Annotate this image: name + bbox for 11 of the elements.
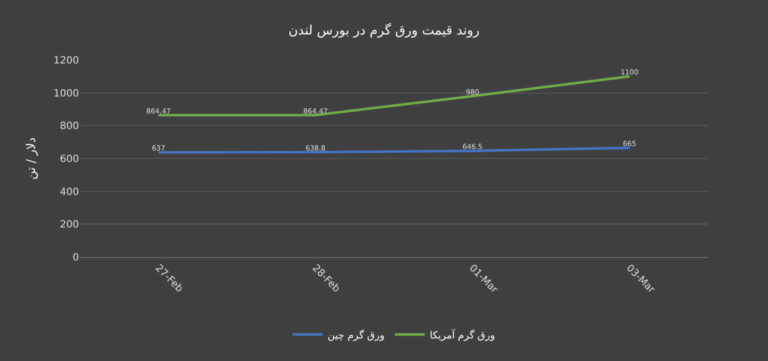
y-tick-label: 1200 bbox=[54, 56, 79, 66]
y-tick-label: 0 bbox=[72, 252, 79, 264]
y-tick-label: 1000 bbox=[54, 88, 79, 100]
y-tick-label: 800 bbox=[60, 121, 79, 132]
legend-label: ورق گرم آمریکا bbox=[430, 328, 496, 342]
y-tick-label: 200 bbox=[60, 220, 79, 231]
chart-title: روند قیمت ورق گرم در بورس لندن bbox=[288, 22, 480, 38]
y-tick-label: 600 bbox=[60, 154, 79, 165]
y-axis-title: دلار / تن bbox=[24, 137, 38, 180]
y-tick-label: 400 bbox=[60, 186, 79, 198]
legend-label: ورق گرم چین bbox=[328, 329, 385, 342]
